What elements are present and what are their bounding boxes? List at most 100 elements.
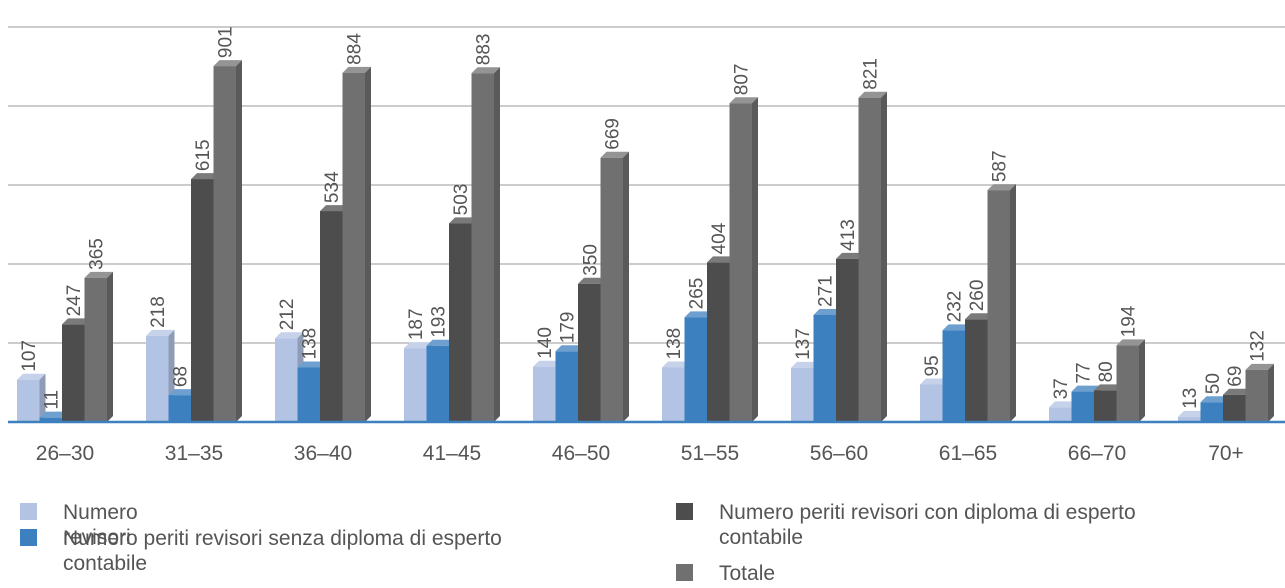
bar	[1049, 407, 1072, 422]
bar	[342, 72, 365, 422]
bar	[404, 348, 427, 422]
data-label: 80	[1096, 361, 1117, 382]
bar	[662, 367, 685, 422]
bar-top	[426, 339, 455, 346]
data-label: 132	[1248, 330, 1269, 362]
data-label: 107	[19, 340, 40, 372]
data-label: 534	[322, 171, 343, 203]
bar-top	[84, 271, 113, 278]
data-label: 271	[816, 275, 837, 307]
bar-top	[320, 205, 349, 212]
legend-swatch	[676, 564, 693, 581]
bar-top	[965, 313, 994, 320]
bar-side	[1139, 339, 1145, 422]
bar	[1200, 402, 1223, 422]
x-tick-label: 56–60	[810, 442, 868, 465]
bar-side	[39, 373, 46, 422]
bar-side	[752, 97, 758, 423]
x-tick-label: 26–30	[36, 442, 94, 465]
bar-top	[1223, 388, 1252, 395]
bar-top	[662, 361, 691, 368]
data-label: 140	[535, 327, 556, 359]
bar	[191, 179, 214, 422]
bar	[813, 314, 836, 422]
bar	[275, 338, 298, 422]
bar	[426, 345, 449, 422]
legend-label: Numero periti revisori con diploma di es…	[719, 501, 1136, 549]
legend-item-senza-diploma: Numero periti revisori senza diploma di …	[20, 526, 580, 576]
x-tick-label: 31–35	[165, 442, 223, 465]
data-label: 138	[300, 328, 321, 360]
bar	[1071, 391, 1094, 422]
data-label: 179	[558, 312, 579, 344]
x-tick-label: 66–70	[1068, 442, 1126, 465]
bar	[297, 367, 320, 422]
bar-top	[707, 256, 736, 263]
bar-side	[107, 271, 113, 422]
bar-top	[449, 217, 478, 224]
data-label: 365	[87, 238, 108, 270]
data-label: 194	[1119, 305, 1140, 337]
bar-top	[146, 329, 175, 336]
x-tick-label: 61–65	[939, 442, 997, 465]
bar	[858, 97, 881, 422]
bar-top	[191, 173, 220, 180]
data-label: 187	[406, 308, 427, 340]
x-tick-label: 41–45	[423, 442, 481, 465]
bar-top	[168, 389, 197, 396]
legend-item-revisori: Numero revisori	[20, 500, 138, 550]
bar-top	[729, 97, 758, 104]
data-label: 193	[429, 306, 450, 338]
bar-top	[404, 342, 433, 349]
bar-top	[1094, 384, 1123, 391]
data-label: 901	[216, 26, 237, 58]
bar-side	[494, 67, 500, 422]
data-label: 413	[838, 219, 859, 251]
legend-label: Totale	[719, 562, 776, 585]
data-label: 95	[922, 355, 943, 376]
bar	[729, 103, 752, 423]
bar	[987, 190, 1010, 422]
data-label: 247	[64, 285, 85, 317]
bar-top	[342, 66, 371, 73]
legend-label: Numero periti revisori senza diploma di …	[63, 527, 502, 575]
bar	[17, 379, 40, 422]
bar-top	[1178, 410, 1207, 417]
bar	[600, 157, 623, 422]
bar	[62, 324, 85, 422]
legend-label: Numero revisori	[63, 501, 138, 549]
bar	[1094, 390, 1117, 422]
bar	[1178, 416, 1201, 422]
bar-top	[684, 311, 713, 318]
data-label: 350	[580, 244, 601, 276]
bar-top	[813, 308, 842, 315]
bar	[707, 262, 730, 422]
bar-side	[623, 151, 629, 422]
bar	[578, 283, 601, 422]
x-tick-label: 36–40	[294, 442, 352, 465]
data-label: 821	[861, 58, 882, 90]
bar-side	[236, 60, 242, 422]
bar	[533, 366, 556, 422]
bar-top	[471, 67, 500, 74]
bar	[684, 317, 707, 422]
x-tick-label: 70+	[1208, 442, 1244, 465]
bar-top	[791, 361, 820, 368]
data-label: 260	[967, 280, 988, 312]
bar	[965, 319, 988, 422]
data-label: 37	[1051, 378, 1072, 399]
data-label: 137	[793, 328, 814, 360]
bar-top	[1071, 385, 1100, 392]
x-tick-label: 51–55	[681, 442, 739, 465]
bar-top	[600, 151, 629, 158]
bar	[555, 351, 578, 422]
bar-top	[213, 60, 242, 67]
bar	[791, 367, 814, 422]
bar-top	[1245, 363, 1274, 370]
data-label: 138	[664, 328, 685, 360]
data-label: 50	[1203, 373, 1224, 394]
data-label: 68	[171, 366, 192, 387]
bar-side	[1010, 184, 1016, 422]
bar-top	[836, 252, 865, 259]
